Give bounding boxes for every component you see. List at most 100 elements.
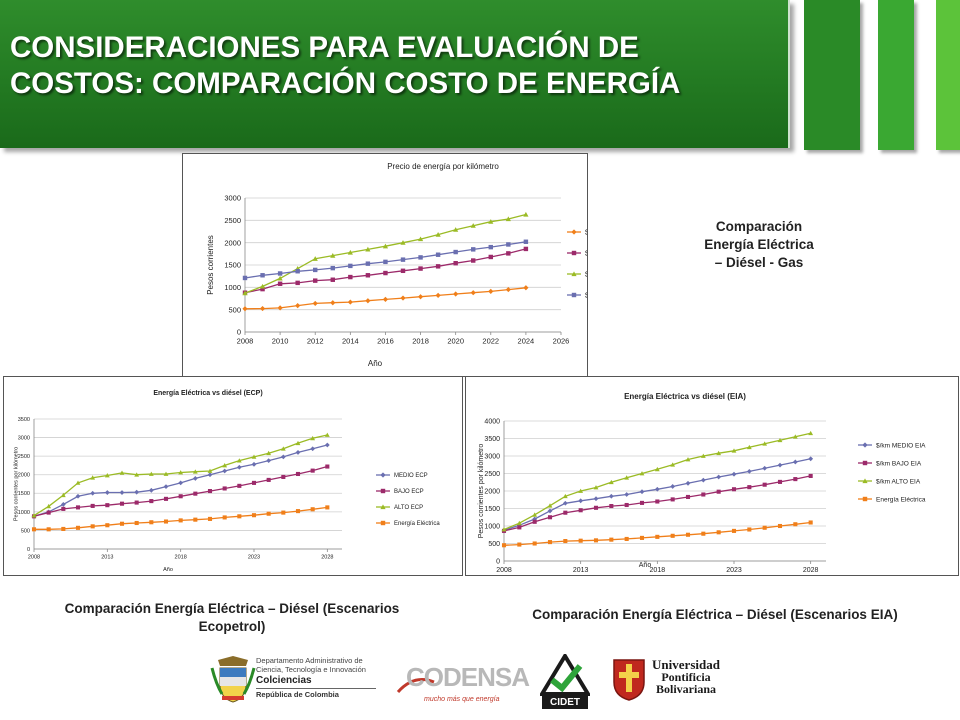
data-point [251, 454, 257, 459]
legend-marker [571, 250, 577, 256]
data-point [547, 540, 553, 545]
legend: MEDIO ECP BAJO ECP ALTO ECP Energía Eléctri… [376, 472, 440, 527]
data-point [310, 446, 316, 452]
data-point [762, 465, 768, 471]
data-point [523, 239, 529, 244]
x-tick-label: 2010 [272, 337, 289, 346]
series-3 [501, 520, 813, 548]
y-axis-label: Pesos corrientes por kilómetro [478, 444, 485, 539]
data-point [295, 471, 301, 477]
data-point [90, 524, 95, 529]
data-point [793, 522, 798, 527]
data-point [777, 523, 783, 529]
data-point [400, 295, 406, 301]
chart-title: Precio de energía por kilómetro [387, 162, 499, 171]
data-point [31, 513, 37, 518]
x-tick-label: 2023 [248, 555, 260, 561]
data-point [365, 246, 371, 252]
accent-bar-1 [804, 0, 860, 150]
data-point [453, 227, 459, 232]
gridlines [34, 418, 342, 550]
legend-marker [862, 442, 868, 448]
data-point [505, 286, 511, 293]
data-point [149, 520, 154, 525]
data-point [251, 461, 257, 467]
legend-label: MEDIO ECP [394, 473, 428, 479]
data-point [31, 527, 37, 532]
legend-marker [380, 520, 386, 526]
y-tick-label: 500 [228, 305, 241, 314]
data-point [792, 434, 798, 439]
data-point [506, 242, 511, 247]
legend-label: BAJO ECP [394, 489, 424, 495]
cidet-logo: CIDET [538, 652, 592, 710]
chart-precio-energia-svg: Precio de energía por kilómetro 0 500 1000 1… [206, 162, 587, 368]
data-point [547, 503, 553, 508]
data-point [222, 468, 228, 474]
y-tick-label: 2000 [484, 488, 500, 495]
legend-label: $/km Medio EIA (Diésel) [585, 270, 587, 279]
chart-precio-energia: Precio de energía por kilómetro 0 500 1000 1… [182, 153, 588, 377]
y-tick-label: 1000 [224, 283, 241, 292]
upb-line-1: Universidad [652, 657, 720, 672]
x-tick-label: 2023 [726, 567, 742, 574]
data-point [470, 223, 476, 228]
data-point [295, 303, 301, 309]
x-tick-label: 2008 [28, 555, 40, 561]
x-tick-label: 2008 [496, 567, 512, 574]
colombia-shield-icon [210, 656, 256, 703]
data-point [593, 496, 599, 502]
data-point [163, 519, 169, 524]
data-point [330, 277, 335, 282]
slide-title-line-1: CONSIDERACIONES PARA EVALUACIÓN DE [10, 31, 639, 64]
data-point [347, 249, 353, 255]
legend-marker [571, 292, 577, 298]
data-point [517, 525, 522, 530]
data-point [242, 290, 248, 296]
data-point [46, 510, 51, 515]
y-tick-label: 3000 [18, 435, 30, 441]
data-point [593, 505, 599, 510]
data-point [295, 509, 301, 514]
data-point [207, 468, 213, 473]
data-point [654, 486, 660, 492]
data-point [134, 489, 140, 495]
data-point [242, 306, 248, 312]
data-point [700, 453, 706, 458]
y-tick-label: 1500 [18, 491, 30, 497]
data-point [488, 219, 494, 224]
data-point [207, 489, 213, 494]
data-point [517, 542, 522, 547]
data-point [488, 254, 493, 260]
data-point [762, 482, 767, 487]
data-point [639, 489, 645, 495]
series-2 [501, 430, 814, 532]
data-point [295, 269, 300, 274]
data-point [777, 462, 783, 468]
data-point [488, 288, 494, 294]
y-tick-label: 2000 [18, 473, 30, 479]
data-point [562, 500, 568, 506]
data-point [654, 466, 660, 472]
data-point [593, 485, 599, 490]
legend-label: $/km BAJO EIA [876, 460, 922, 467]
data-point [716, 450, 722, 456]
data-point [119, 501, 125, 506]
data-point [295, 280, 300, 286]
slide-title-line-2: COSTOS: COMPARACIÓN COSTO DE ENERGÍA [10, 67, 681, 100]
x-tick-label: 2013 [573, 567, 589, 574]
series-0 [242, 285, 529, 312]
y-tick-label: 3000 [224, 194, 241, 203]
series-line [503, 432, 811, 531]
series-0 [501, 456, 814, 533]
colciencias-logo: Departamento Administrativo de Ciencia, … [210, 654, 382, 706]
data-point [685, 532, 691, 537]
legend-label: ALTO ECP [394, 505, 423, 511]
data-point [470, 290, 476, 296]
y-tick-label: 1000 [484, 523, 500, 530]
data-point [777, 437, 783, 443]
y-tick-label: 2500 [18, 454, 30, 460]
data-point [163, 484, 169, 489]
data-point [312, 300, 318, 307]
data-point [325, 505, 330, 510]
